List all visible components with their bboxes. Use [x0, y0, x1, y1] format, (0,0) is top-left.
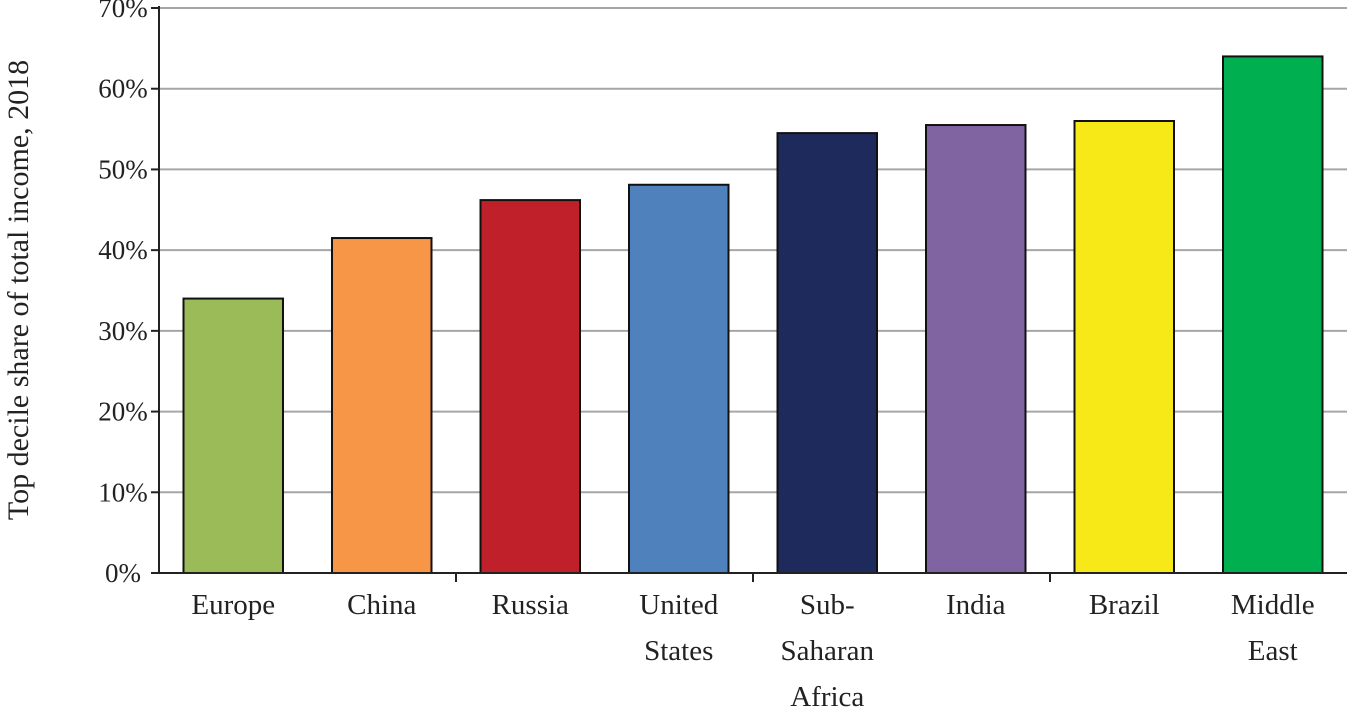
category-label: Russia — [492, 589, 569, 621]
category-label: United States — [639, 589, 718, 667]
category-label: Middle East — [1231, 589, 1315, 667]
category-labels: Europe China Russia United States Sub- Saharan… — [191, 589, 1314, 707]
y-tick-label: 60% — [98, 74, 148, 104]
category-label-line: Middle — [1231, 589, 1315, 621]
y-tick-label: 40% — [98, 235, 148, 265]
y-tick-labels: 0% 10% 20% 30% 40% 50% 60% 70% — [98, 0, 148, 588]
bars — [182, 55, 1324, 575]
category-label-line: China — [347, 589, 416, 621]
bar — [479, 199, 581, 574]
category-label-line: East — [1248, 635, 1298, 667]
category-label-line: India — [946, 589, 1006, 621]
category-label-line: Brazil — [1089, 589, 1160, 621]
bar — [331, 237, 433, 575]
bar — [182, 297, 284, 574]
category-label-line: States — [644, 635, 713, 667]
bar — [1222, 55, 1324, 574]
y-tick-label: 20% — [98, 397, 148, 427]
bar — [628, 183, 730, 574]
y-tick-label: 10% — [98, 477, 148, 507]
category-label-line: Saharan — [781, 635, 875, 667]
category-label: Sub- Saharan Africa — [781, 589, 875, 707]
bar — [925, 124, 1027, 575]
bar — [1073, 120, 1175, 574]
y-tick-label: 50% — [98, 154, 148, 184]
category-label: India — [946, 589, 1006, 621]
y-tick-label: 30% — [98, 316, 148, 346]
category-label-line: Russia — [492, 589, 569, 621]
bar — [776, 132, 878, 574]
category-label: Europe — [191, 589, 275, 621]
category-label-line: Africa — [790, 681, 864, 707]
y-tick-label: 0% — [105, 558, 141, 588]
category-label-line: Europe — [191, 589, 275, 621]
y-axis-title: Top decile share of total income, 2018 — [2, 60, 35, 520]
category-label: China — [347, 589, 416, 621]
category-label: Brazil — [1089, 589, 1160, 621]
category-label-line: Sub- — [800, 589, 855, 621]
category-label-line: United — [639, 589, 718, 621]
axes — [151, 6, 1347, 582]
y-tick-label: 70% — [98, 0, 148, 23]
